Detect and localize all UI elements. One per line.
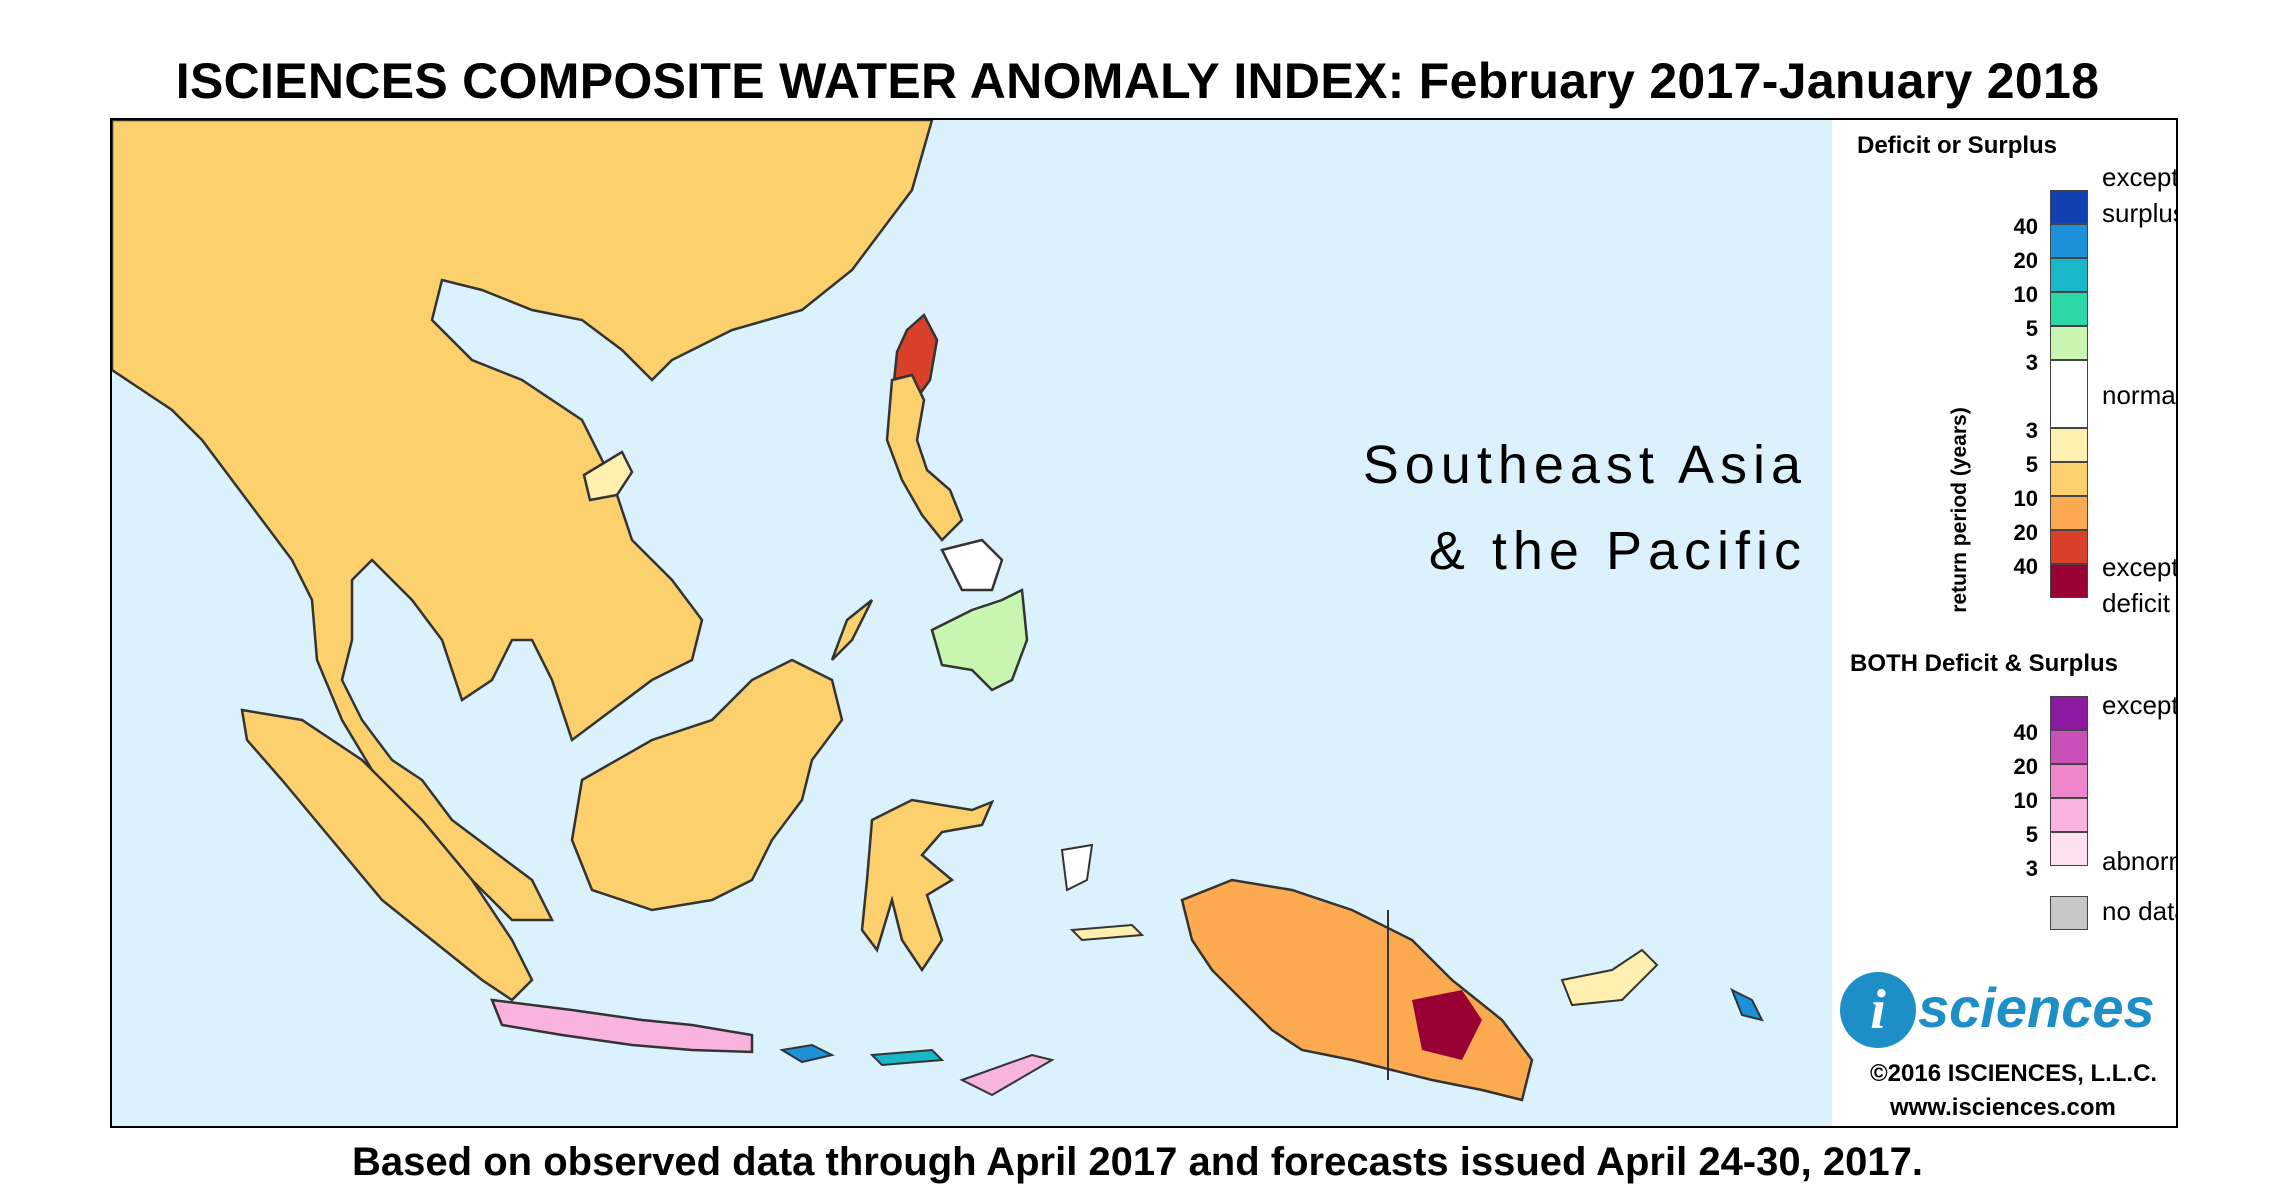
- swatch-surplus-20: [2050, 224, 2088, 258]
- sulawesi: [860, 798, 995, 973]
- tick-deficit-20: 20: [2013, 520, 2038, 545]
- lesser-sunda-1: [779, 1043, 835, 1064]
- swatch-both-20: [2050, 730, 2088, 764]
- tick-deficit-3: 3: [2025, 418, 2038, 443]
- label-both-exceptional: exceptional: [2102, 690, 2178, 720]
- swatch-surplus-10: [2050, 258, 2088, 292]
- tick-both-3: 3: [2025, 856, 2038, 881]
- swatch-deficit-3: [2050, 428, 2088, 462]
- legend-title-both: BOTH Deficit & Surplus: [1850, 650, 2119, 677]
- map-title: ISCIENCES COMPOSITE WATER ANOMALY INDEX:…: [175, 53, 2100, 109]
- tick-both-40: 40: [2013, 720, 2038, 745]
- mindanao: [930, 588, 1029, 692]
- new-guinea-deficit: [1412, 990, 1482, 1060]
- swatch-surplus-3: [2050, 326, 2088, 360]
- swatch-both-3: [2050, 832, 2088, 866]
- logo-icon: i: [1840, 972, 1916, 1048]
- tick-deficit-5: 5: [2025, 452, 2038, 477]
- logo-wordmark: sciences: [1918, 976, 2155, 1039]
- sumatra: [240, 708, 534, 1002]
- region-label-line1: Southeast Asia: [1362, 435, 1807, 495]
- bougainville: [1730, 987, 1764, 1022]
- moluccas: [1060, 843, 1094, 892]
- mainland-asia: [112, 120, 934, 922]
- swatch-both-40: [2050, 696, 2088, 730]
- visayas: [940, 538, 1004, 592]
- hainan: [582, 450, 634, 502]
- label-both-abnormal: abnormal: [2102, 846, 2176, 876]
- swatch-normal: [2050, 360, 2088, 428]
- region-label-line2: & the Pacific: [1428, 521, 1807, 581]
- tick-surplus-20: 20: [2013, 248, 2038, 273]
- swatch-both-5: [2050, 798, 2088, 832]
- map-frame: Southeast Asia & the Pacific Deficit or …: [110, 118, 2178, 1128]
- legend: Deficit or Surplus return period (years)…: [1832, 120, 2178, 1126]
- timor: [959, 1053, 1055, 1097]
- luzon: [885, 373, 964, 542]
- borneo: [570, 658, 844, 912]
- map-canvas: [112, 120, 1832, 1126]
- tick-both-5: 5: [2025, 822, 2038, 847]
- swatch-both-10: [2050, 764, 2088, 798]
- copyright: ©2016 ISCIENCES, L.L.C.: [1870, 1060, 2158, 1087]
- legend-title-deficit-surplus: Deficit or Surplus: [1857, 132, 2058, 159]
- label-exceptional-deficit-2: deficit: [2102, 588, 2170, 618]
- label-no-data: no data: [2102, 896, 2176, 926]
- region-label: Southeast Asia & the Pacific: [1347, 422, 1807, 594]
- tick-surplus-3: 3: [2025, 350, 2038, 375]
- swatch-surplus-40: [2050, 190, 2088, 224]
- tick-deficit-10: 10: [2013, 486, 2038, 511]
- label-normal: normal: [2102, 380, 2178, 410]
- lesser-sunda-2: [869, 1048, 945, 1067]
- swatch-deficit-10: [2050, 496, 2088, 530]
- palawan: [830, 599, 874, 661]
- logo-letter: i: [1870, 979, 1886, 1041]
- swatch-surplus-5: [2050, 292, 2088, 326]
- label-exceptional-surplus-1: exceptional: [2102, 162, 2178, 192]
- tick-deficit-40: 40: [2013, 554, 2038, 579]
- legend-axis-label: return period (years): [1948, 407, 1971, 613]
- label-exceptional-deficit-1: exceptional: [2102, 552, 2178, 582]
- website: www.isciences.com: [1890, 1094, 2116, 1121]
- swatch-deficit-20: [2050, 530, 2088, 564]
- swatch-deficit-40: [2050, 564, 2088, 598]
- seram: [1069, 923, 1145, 942]
- tick-surplus-40: 40: [2013, 214, 2038, 239]
- swatch-no-data: [2050, 896, 2088, 930]
- tick-surplus-5: 5: [2025, 316, 2038, 341]
- footer-note: Based on observed data through April 201…: [352, 1140, 1923, 1184]
- new-britain: [1560, 948, 1659, 1007]
- label-exceptional-surplus-2: surplus: [2102, 198, 2178, 228]
- swatch-deficit-5: [2050, 462, 2088, 496]
- tick-surplus-10: 10: [2013, 282, 2038, 307]
- tick-both-10: 10: [2013, 788, 2038, 813]
- java: [490, 998, 754, 1054]
- tick-both-20: 20: [2013, 754, 2038, 779]
